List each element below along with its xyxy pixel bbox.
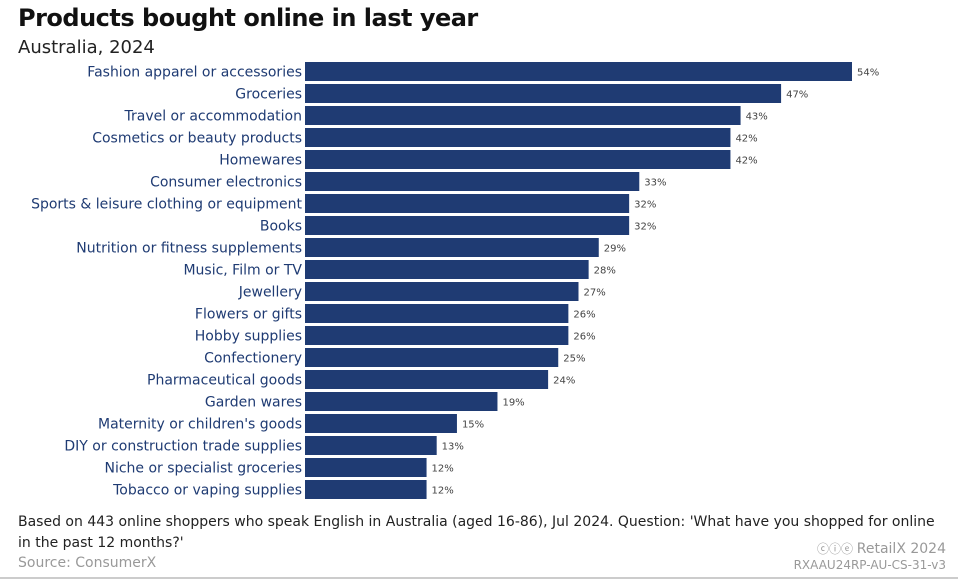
- data-label: 33%: [644, 178, 666, 189]
- bar-chart: Fashion apparel or accessories 54% Groceri…: [31, 62, 879, 499]
- data-label: 12%: [432, 464, 454, 475]
- data-label: 26%: [573, 310, 595, 321]
- category-label: Pharmaceutical goods: [147, 373, 302, 389]
- data-label: 54%: [857, 68, 879, 79]
- bar: [305, 392, 498, 411]
- data-label: 25%: [563, 354, 585, 365]
- source: Source: ConsumerX: [18, 555, 157, 571]
- category-label: Fashion apparel or accessories: [87, 65, 302, 81]
- category-label: Flowers or gifts: [195, 307, 302, 323]
- footnote: Based on 443 online shoppers who speak E…: [18, 514, 935, 551]
- data-label: 28%: [594, 266, 616, 277]
- bar: [305, 238, 599, 257]
- category-label: Homewares: [219, 153, 302, 169]
- category-label: Groceries: [235, 87, 302, 103]
- data-label: 27%: [584, 288, 606, 299]
- category-label: Consumer electronics: [150, 175, 302, 191]
- data-label: 29%: [604, 244, 626, 255]
- category-label: Books: [260, 219, 302, 235]
- category-label: Music, Film or TV: [183, 263, 302, 279]
- data-label: 43%: [746, 112, 768, 123]
- bar: [305, 106, 741, 125]
- data-label: 42%: [735, 134, 757, 145]
- cc-by-nd-icon: ⓒⓘⓔ: [816, 542, 857, 556]
- data-label: 26%: [573, 332, 595, 343]
- bar: [305, 304, 569, 323]
- bar: [305, 62, 852, 81]
- category-label: Maternity or children's goods: [98, 417, 302, 433]
- category-label: DIY or construction trade supplies: [64, 439, 302, 455]
- category-label: Travel or accommodation: [123, 109, 302, 125]
- category-label: Cosmetics or beauty products: [92, 131, 302, 147]
- category-label: Hobby supplies: [195, 329, 302, 345]
- category-label: Nutrition or fitness supplements: [76, 241, 302, 257]
- bar: [305, 326, 569, 345]
- category-label: Tobacco or vaping supplies: [112, 483, 302, 499]
- bar: [305, 128, 731, 147]
- bar: [305, 172, 640, 191]
- data-label: 47%: [786, 90, 808, 101]
- bar: [305, 84, 782, 103]
- category-label: Sports & leisure clothing or equipment: [31, 197, 302, 213]
- data-label: 32%: [634, 200, 656, 211]
- data-label: 15%: [462, 420, 484, 431]
- bar: [305, 194, 630, 213]
- chart-title: Products bought online in last year: [18, 4, 478, 32]
- bar: [305, 436, 437, 455]
- brand: ⓒⓘⓔ RetailX 2024: [816, 541, 946, 557]
- bar: [305, 282, 579, 301]
- bar: [305, 480, 427, 499]
- data-label: 32%: [634, 222, 656, 233]
- data-label: 42%: [735, 156, 757, 167]
- data-label: 24%: [553, 376, 575, 387]
- bar: [305, 260, 589, 279]
- bar: [305, 348, 559, 367]
- divider: [0, 577, 958, 579]
- chart-code: RXAAU24RP-AU-CS-31-v3: [793, 558, 946, 572]
- data-label: 13%: [442, 442, 464, 453]
- chart-subtitle: Australia, 2024: [18, 37, 155, 58]
- data-label: 19%: [502, 398, 524, 409]
- category-label: Niche or specialist groceries: [104, 461, 302, 477]
- bar: [305, 458, 427, 477]
- bar: [305, 150, 731, 169]
- category-label: Jewellery: [238, 285, 302, 301]
- data-label: 12%: [432, 486, 454, 497]
- bar: [305, 216, 630, 235]
- bar: [305, 414, 457, 433]
- category-label: Garden wares: [205, 395, 302, 411]
- bar: [305, 370, 549, 389]
- category-label: Confectionery: [204, 351, 302, 367]
